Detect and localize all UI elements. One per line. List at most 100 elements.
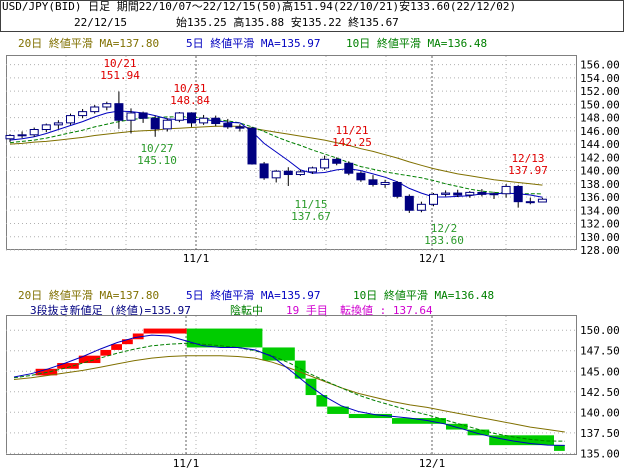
annotation-value: 137.97 (508, 164, 548, 177)
upper-ma5-line (9, 110, 543, 198)
annotation-value: 151.94 (100, 69, 140, 82)
candle-up (41, 124, 51, 131)
candle-down (150, 117, 160, 130)
candle-down (477, 191, 487, 195)
brick-down (554, 445, 565, 451)
annotation-date: 11/21 (335, 124, 368, 137)
upper-legend-ma10: 10日 終値平滑 MA=136.48 (346, 37, 488, 50)
annotation-date: 12/2 (431, 222, 458, 235)
candle-down (344, 162, 354, 174)
candle-down (235, 126, 245, 129)
brick-down (327, 406, 349, 414)
annotation-value: 145.10 (137, 154, 177, 167)
header-frame (0, 0, 624, 32)
annotation-date: 11/15 (294, 198, 327, 211)
annotation-value: 142.25 (332, 136, 372, 149)
candle-down (259, 163, 269, 179)
candle-up (66, 115, 75, 124)
candle-down (368, 179, 378, 185)
upper-y-tick-label: 130.00 (580, 231, 620, 244)
candle-up (162, 119, 172, 130)
lower-ma5-line (13, 334, 565, 446)
candle-up (102, 103, 112, 108)
annotation-date: 10/27 (140, 142, 173, 155)
lower-y-tick-label: 147.50 (580, 345, 620, 358)
upper-y-tick-label: 134.00 (580, 204, 620, 217)
header-date: 22/12/15 (74, 16, 127, 29)
brick-up (111, 344, 122, 350)
lower-plot-frame (6, 315, 577, 455)
candle-up (465, 191, 475, 196)
candle-down (247, 127, 257, 165)
lower-legend-ma5: 5日 終値平滑 MA=135.97 (186, 289, 321, 302)
brick-down (262, 347, 295, 361)
brick-down (294, 360, 306, 379)
upper-y-tick-label: 136.00 (580, 191, 620, 204)
candle-up (501, 185, 511, 195)
candle-up (380, 181, 390, 185)
candle-down (114, 103, 124, 121)
candle-down (404, 195, 414, 211)
candle-up (17, 134, 27, 137)
chart-header: USD/JPY(BID) 日足 期間22/10/07～22/12/15(50)高… (0, 0, 624, 32)
candle-down (211, 117, 221, 125)
candle-up (537, 198, 547, 203)
lower-y-tick-label: 137.50 (580, 427, 620, 440)
upper-y-tick-label: 138.00 (580, 178, 620, 191)
lower-x-tick-label: 11/1 (173, 457, 200, 470)
upper-y-tick-label: 152.00 (580, 85, 620, 98)
upper-y-tick-label: 140.00 (580, 165, 620, 178)
lower-x-tick-label: 12/1 (419, 457, 446, 470)
annotation-value: 148.84 (170, 94, 210, 107)
candle-down (453, 192, 463, 196)
upper-y-tick-label: 156.00 (580, 59, 620, 72)
candle-up (90, 106, 100, 113)
candle-down (525, 201, 535, 204)
upper-y-tick-label: 154.00 (580, 72, 620, 85)
candle-up (199, 117, 209, 124)
brick-down (348, 413, 392, 419)
lower-legend-ma10: 10日 終値平滑 MA=136.48 (353, 289, 495, 302)
upper-y-tick-label: 148.00 (580, 112, 620, 125)
upper-y-tick-label: 142.00 (580, 151, 620, 164)
annotation-date: 12/13 (511, 152, 544, 165)
brick-up (100, 349, 112, 356)
upper-y-tick-label: 144.00 (580, 138, 620, 151)
upper-x-tick-label: 11/1 (183, 252, 210, 265)
candle-down (283, 170, 293, 176)
candle-up (174, 112, 184, 121)
lower-y-tick-label: 140.00 (580, 406, 620, 419)
upper-y-tick-label: 128.00 (580, 244, 620, 257)
annotation-value: 137.67 (291, 210, 331, 223)
lower-ma20-line (13, 355, 565, 433)
candle-down (223, 123, 233, 128)
upper-legend-ma20: 20日 終値平滑 MA=137.80 (18, 37, 160, 50)
candle-up (295, 171, 305, 176)
candle-up (429, 193, 438, 205)
candle-up (53, 122, 63, 126)
brick-down (392, 418, 446, 424)
annotation-date: 10/21 (103, 57, 136, 70)
upper-legend-ma5: 5日 終値平滑 MA=135.97 (186, 37, 321, 50)
upper-y-tick-label: 150.00 (580, 98, 620, 111)
annotation-date: 10/31 (173, 82, 206, 95)
brick-up (57, 363, 79, 369)
brick-up (122, 339, 133, 345)
candle-up (5, 134, 15, 140)
lower-legend-ma20: 20日 終値平滑 MA=137.80 (18, 289, 160, 302)
lower-status-trend: 陰転中 (230, 304, 263, 317)
lower-ma10-line (13, 342, 565, 442)
brick-up (78, 355, 101, 364)
candle-up (489, 193, 499, 196)
header-ohlc: 始135.25 高135.88 安135.22 終135.67 (176, 16, 399, 29)
lower-status-count: 19 手目 (286, 304, 328, 317)
candle-up (126, 112, 136, 121)
candle-up (271, 170, 281, 179)
lower-y-tick-label: 150.00 (580, 324, 620, 337)
candle-up (320, 158, 330, 169)
candle-up (29, 129, 39, 136)
brick-down (186, 328, 263, 348)
candle-down (513, 185, 523, 203)
candle-down (187, 112, 196, 124)
